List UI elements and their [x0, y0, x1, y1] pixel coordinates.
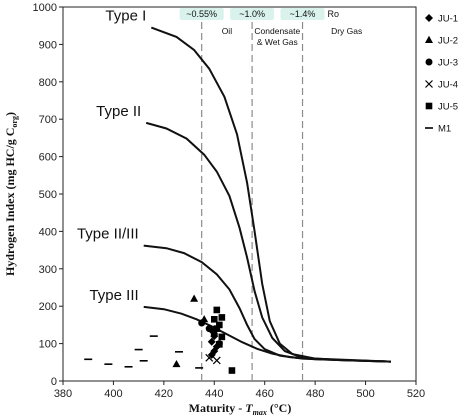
point-ju-3-2	[205, 325, 213, 333]
legend-marker-ju-4	[425, 80, 433, 88]
point-ju-5-5	[213, 325, 221, 332]
point-ju-4-1	[205, 353, 214, 362]
y-tick-label-900: 900	[39, 39, 57, 51]
curve-label-type-ii-iii: Type II/III	[77, 226, 139, 243]
y-tick-label-500: 500	[39, 189, 57, 201]
legend-label-ju-3: JU-3	[438, 58, 458, 69]
legend-marker-ju-5	[425, 102, 433, 110]
y-axis-title-sub: org	[10, 116, 19, 128]
ro-band-1	[179, 8, 224, 20]
x-axis-title-unit: (°C)	[267, 401, 291, 415]
y-tick-label-100: 100	[39, 339, 57, 351]
kerogen-type-curves	[143, 26, 391, 363]
y-tick-label-1000: 1000	[33, 2, 57, 14]
legend: JU-1 JU-2 JU-3 JU-4 JU-5 M1	[425, 14, 458, 135]
x-axis-title-main: Maturity -	[189, 401, 246, 415]
legend-label-ju-5: JU-5	[438, 102, 458, 113]
curve-type-iii	[143, 305, 391, 363]
legend-marker-ju-3	[425, 58, 433, 66]
y-tick-label-600: 600	[39, 152, 57, 164]
zone-label-condensate: Condensate	[254, 26, 300, 36]
ro-label-3: ~1.4%	[290, 9, 316, 19]
zone-label-dry-gas: Dry Gas	[331, 26, 362, 36]
ro-band-group	[179, 8, 325, 20]
legend-label-ju-4: JU-4	[438, 80, 458, 91]
point-ju-5-8	[228, 367, 236, 374]
x-tick-label-440: 440	[205, 388, 223, 400]
curve-label-type-ii: Type II	[96, 103, 141, 120]
legend-marker-ju-2	[425, 35, 433, 43]
y-tick-label-200: 200	[39, 301, 57, 313]
y-axis: 0 100 200 300 400 500 600 700 800 900 1000	[33, 2, 63, 388]
x-tick-label-480: 480	[306, 388, 324, 400]
x-axis-title-sub: max	[253, 408, 267, 417]
point-ju-2-3	[172, 359, 181, 368]
ro-label-2: ~1.0%	[239, 9, 265, 19]
x-tick-label-520: 520	[407, 388, 425, 400]
point-ju-1-3	[207, 337, 216, 346]
curve-label-type-i: Type I	[105, 8, 146, 25]
point-ju-3-1	[198, 319, 206, 327]
point-ju-3-3	[210, 330, 218, 338]
x-axis: 380 400 420 440 460 480 500 520	[54, 381, 425, 400]
sample-points	[84, 294, 236, 374]
x-tick-label-400: 400	[104, 388, 122, 400]
point-ju-2-1	[190, 294, 199, 302]
point-ju-4-2	[212, 356, 221, 365]
y-tick-label-400: 400	[39, 226, 57, 238]
legend-label-m1: M1	[438, 124, 451, 135]
ro-band-2	[230, 8, 275, 20]
maturity-zone-labels: Oil Condensate& Wet Gas Dry Gas	[222, 26, 363, 47]
x-axis-title-var: T	[245, 401, 253, 415]
point-ju-5-4	[210, 315, 218, 323]
point-ju-5-3	[216, 321, 223, 329]
y-tick-label-700: 700	[39, 114, 57, 126]
y-tick-label-800: 800	[39, 77, 57, 89]
plot-frame	[62, 6, 417, 382]
x-tick-label-420: 420	[155, 388, 173, 400]
zone-label-wet-gas: & Wet Gas	[257, 37, 298, 47]
legend-marker-ju-1	[425, 14, 433, 22]
point-ju-5-2	[218, 314, 226, 321]
kerogen-type-labels: Type I Type II Type II/III Type III	[77, 8, 146, 304]
y-axis-title: Hydrogen Index (mg HC/g Corg)	[3, 112, 19, 276]
ro-band-3	[280, 8, 325, 20]
point-ju-5-7	[216, 341, 223, 348]
y-axis-title-main: Hydrogen Index (mg HC/g C	[3, 128, 17, 276]
ro-label-1: ~0.55%	[186, 9, 217, 19]
point-ju-5-6	[218, 333, 226, 341]
legend-label-ju-2: JU-2	[438, 36, 458, 47]
y-tick-label-300: 300	[39, 264, 57, 276]
ro-suffix-label: Ro	[328, 9, 340, 19]
y-tick-label-0: 0	[51, 376, 57, 388]
point-ju-5-1	[213, 306, 221, 314]
zone-label-oil: Oil	[222, 26, 233, 36]
legend-label-ju-1: JU-1	[438, 14, 458, 25]
y-axis-title-end: )	[3, 112, 17, 116]
x-axis-title: Maturity - Tmax (°C)	[189, 401, 292, 417]
x-tick-label-460: 460	[256, 388, 274, 400]
x-tick-label-380: 380	[54, 388, 72, 400]
x-tick-label-500: 500	[356, 388, 374, 400]
curve-type-ii	[145, 121, 391, 363]
curve-label-type-iii: Type III	[89, 287, 138, 304]
